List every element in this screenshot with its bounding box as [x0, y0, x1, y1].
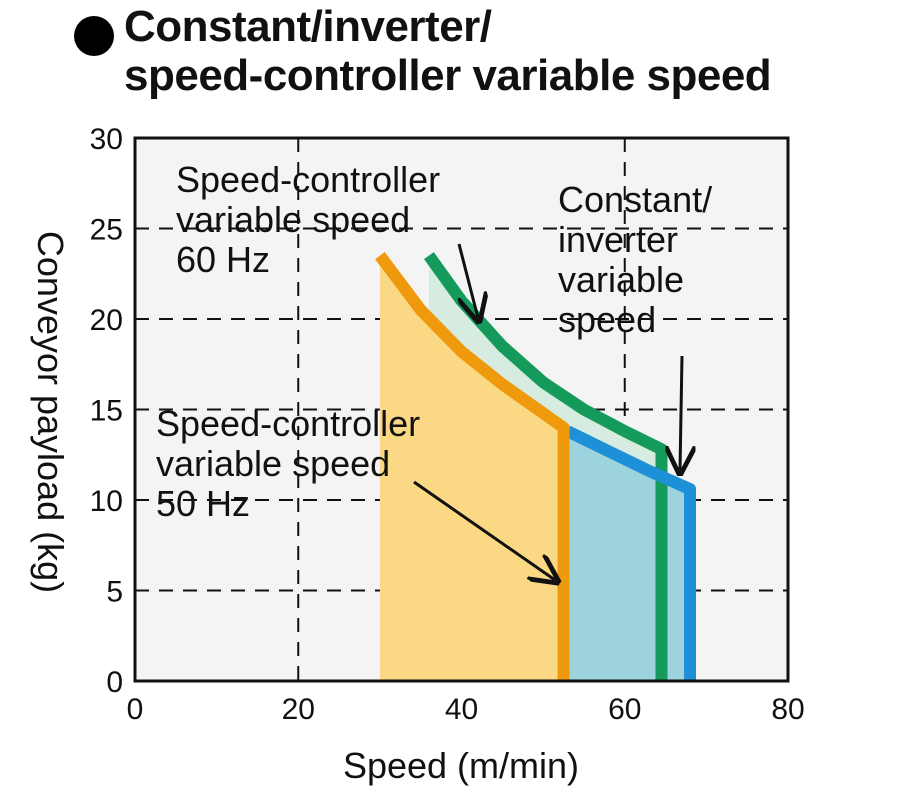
y-tick-label-10: 10 — [90, 485, 123, 518]
title-line-2: speed-controller variable speed — [124, 51, 772, 100]
annotation-constant-line-1: Constant/ — [558, 179, 712, 220]
annotation-constant-line-2: inverter — [558, 219, 678, 260]
annotation-constant-line-3: variable — [558, 259, 684, 300]
annotation-50hz: Speed-controller variable speed 50 Hz — [156, 403, 555, 580]
y-tick-label-15: 15 — [90, 395, 123, 428]
y-tick-label-20: 20 — [90, 304, 123, 337]
annotation-50hz-line-2: variable speed — [156, 443, 390, 484]
title-line-1: Constant/inverter/ — [124, 2, 492, 51]
series-line-2 — [375, 251, 570, 681]
x-tick-label-60: 60 — [608, 693, 641, 726]
annotation-constant-line-4: speed — [558, 299, 656, 340]
annotation-constant-arrow — [680, 355, 682, 470]
annotation-50hz-line-3: 50 Hz — [156, 483, 250, 524]
tick-labels: 0 20 40 60 80 0 5 10 15 20 25 30 — [90, 123, 805, 726]
plot-frame — [133, 136, 790, 683]
annotation-60hz-arrow — [459, 243, 478, 318]
x-tick-label-20: 20 — [282, 693, 315, 726]
series-area-2 — [379, 255, 564, 681]
x-tick-label-0: 0 — [127, 693, 144, 726]
y-tick-label-0: 0 — [106, 666, 123, 699]
annotation-60hz-line-3: 60 Hz — [176, 239, 270, 280]
x-tick-label-80: 80 — [771, 693, 804, 726]
annotation-60hz-line-1: Speed-controller — [176, 159, 440, 200]
chart-title: Constant/inverter/ speed-controller vari… — [74, 2, 772, 100]
annotation-constant: Constant/ inverter variable speed — [558, 179, 712, 470]
gridlines — [135, 138, 788, 681]
y-tick-label-5: 5 — [106, 576, 123, 609]
bullet-icon — [74, 16, 114, 56]
series-line-1 — [564, 425, 696, 681]
x-axis-label: Speed (m/min) — [343, 745, 579, 786]
annotation-60hz-line-2: variable speed — [176, 199, 410, 240]
y-axis-label: Conveyor payload (kg) — [30, 231, 71, 593]
x-tick-label-40: 40 — [445, 693, 478, 726]
annotation-50hz-arrow — [413, 480, 555, 580]
annotation-50hz-line-1: Speed-controller — [156, 403, 420, 444]
y-tick-label-30: 30 — [90, 123, 123, 156]
y-tick-label-25: 25 — [90, 214, 123, 247]
annotation-60hz: Speed-controller variable speed 60 Hz — [176, 159, 478, 318]
